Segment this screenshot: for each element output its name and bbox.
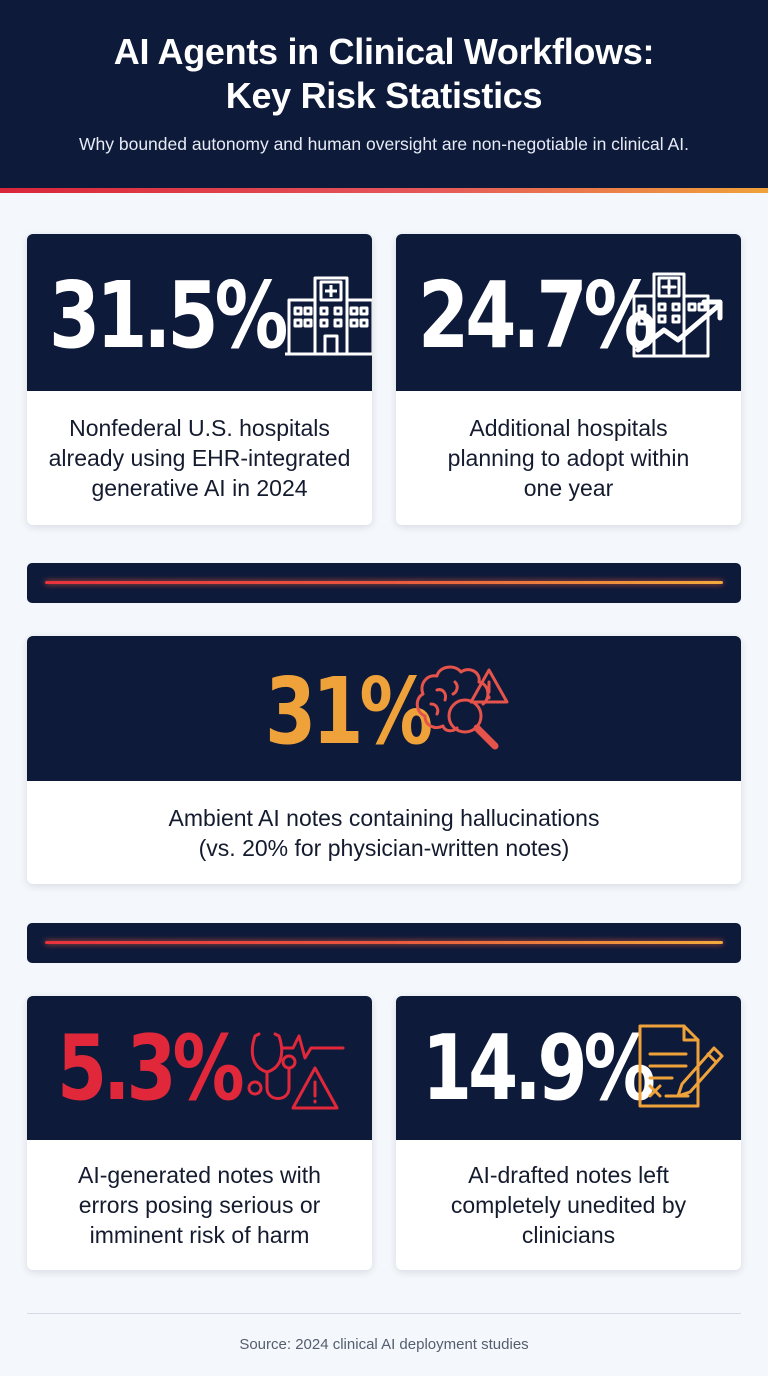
stat-card-description: Ambient AI notes containing hallucinatio… (27, 781, 741, 884)
desc-line-2: errors posing serious or (78, 1192, 321, 1218)
section-divider (27, 923, 741, 963)
desc-line-1: AI-drafted notes left (468, 1162, 669, 1188)
stat-value: 14.9% (422, 1016, 656, 1121)
desc-line-3: imminent risk of harm (89, 1222, 310, 1248)
desc-line-1: Nonfederal U.S. hospitals (69, 415, 330, 441)
page-title: AI Agents in Clinical Workflows: Key Ris… (0, 0, 768, 118)
stat-card-top: 5.3% (27, 996, 372, 1140)
stat-card-harmful-errors: 5.3% AI-generated notes with errors posi… (27, 996, 372, 1270)
stat-card-top: 14.9% (396, 996, 741, 1140)
desc-line-3: clinicians (521, 1222, 616, 1248)
stethoscope-warning-icon (247, 1032, 345, 1110)
stat-card-top: 31% (27, 636, 741, 781)
desc-line-2: completely unedited by (450, 1192, 687, 1218)
stat-card-top: 31.5% (27, 234, 372, 391)
desc-line-1: Ambient AI notes containing hallucinatio… (168, 804, 600, 831)
title-line-1: AI Agents in Clinical Workflows: (113, 31, 655, 72)
hospital-icon (285, 276, 372, 356)
brain-magnifier-warning-icon (415, 665, 509, 750)
stat-card-description: AI-generated notes with errors posing se… (27, 1140, 372, 1270)
desc-line-3: one year (523, 475, 614, 501)
stat-value: 5.3% (57, 1016, 245, 1121)
stat-card-description: Nonfederal U.S. hospitals already using … (27, 391, 372, 525)
stat-card-description: AI-drafted notes left completely unedite… (396, 1140, 741, 1270)
stat-card-description: Additional hospitals planning to adopt w… (396, 391, 741, 525)
source-note: Source: 2024 clinical AI deployment stud… (239, 1336, 529, 1353)
stat-value: 24.7% (418, 262, 657, 369)
desc-line-2: (vs. 20% for physician-written notes) (198, 834, 570, 861)
desc-line-3: generative AI in 2024 (91, 475, 308, 501)
desc-line-1: Additional hospitals (469, 415, 668, 441)
stat-card-top: 24.7% (396, 234, 741, 391)
desc-line-1: AI-generated notes with (78, 1162, 321, 1188)
stat-card-hospitals-planning: 24.7% Additional hospitals planning to a… (396, 234, 741, 525)
footer-divider (27, 1313, 741, 1314)
header-accent-stripe (0, 188, 768, 193)
stat-card-unedited-notes: 14.9% AI-drafted notes left completely u… (396, 996, 741, 1270)
desc-line-2: planning to adopt within (447, 445, 690, 471)
stat-card-hospitals-using: 31.5% Nonfederal U.S. hospitals already … (27, 234, 372, 525)
stat-value: 31.5% (49, 262, 288, 369)
desc-line-2: already using EHR-integrated (48, 445, 351, 471)
page-subtitle: Why bounded autonomy and human oversight… (79, 134, 689, 154)
section-divider (27, 563, 741, 603)
divider-glow-line (45, 941, 723, 944)
hospital-growth-icon (632, 272, 723, 358)
title-line-2: Key Risk Statistics (225, 75, 543, 116)
divider-glow-line (45, 581, 723, 584)
document-pen-icon (638, 1024, 724, 1108)
stat-card-hallucinations: 31% Ambient AI notes containing hallucin… (27, 636, 741, 884)
header: AI Agents in Clinical Workflows: Key Ris… (0, 0, 768, 188)
stat-value: 31% (265, 658, 433, 765)
